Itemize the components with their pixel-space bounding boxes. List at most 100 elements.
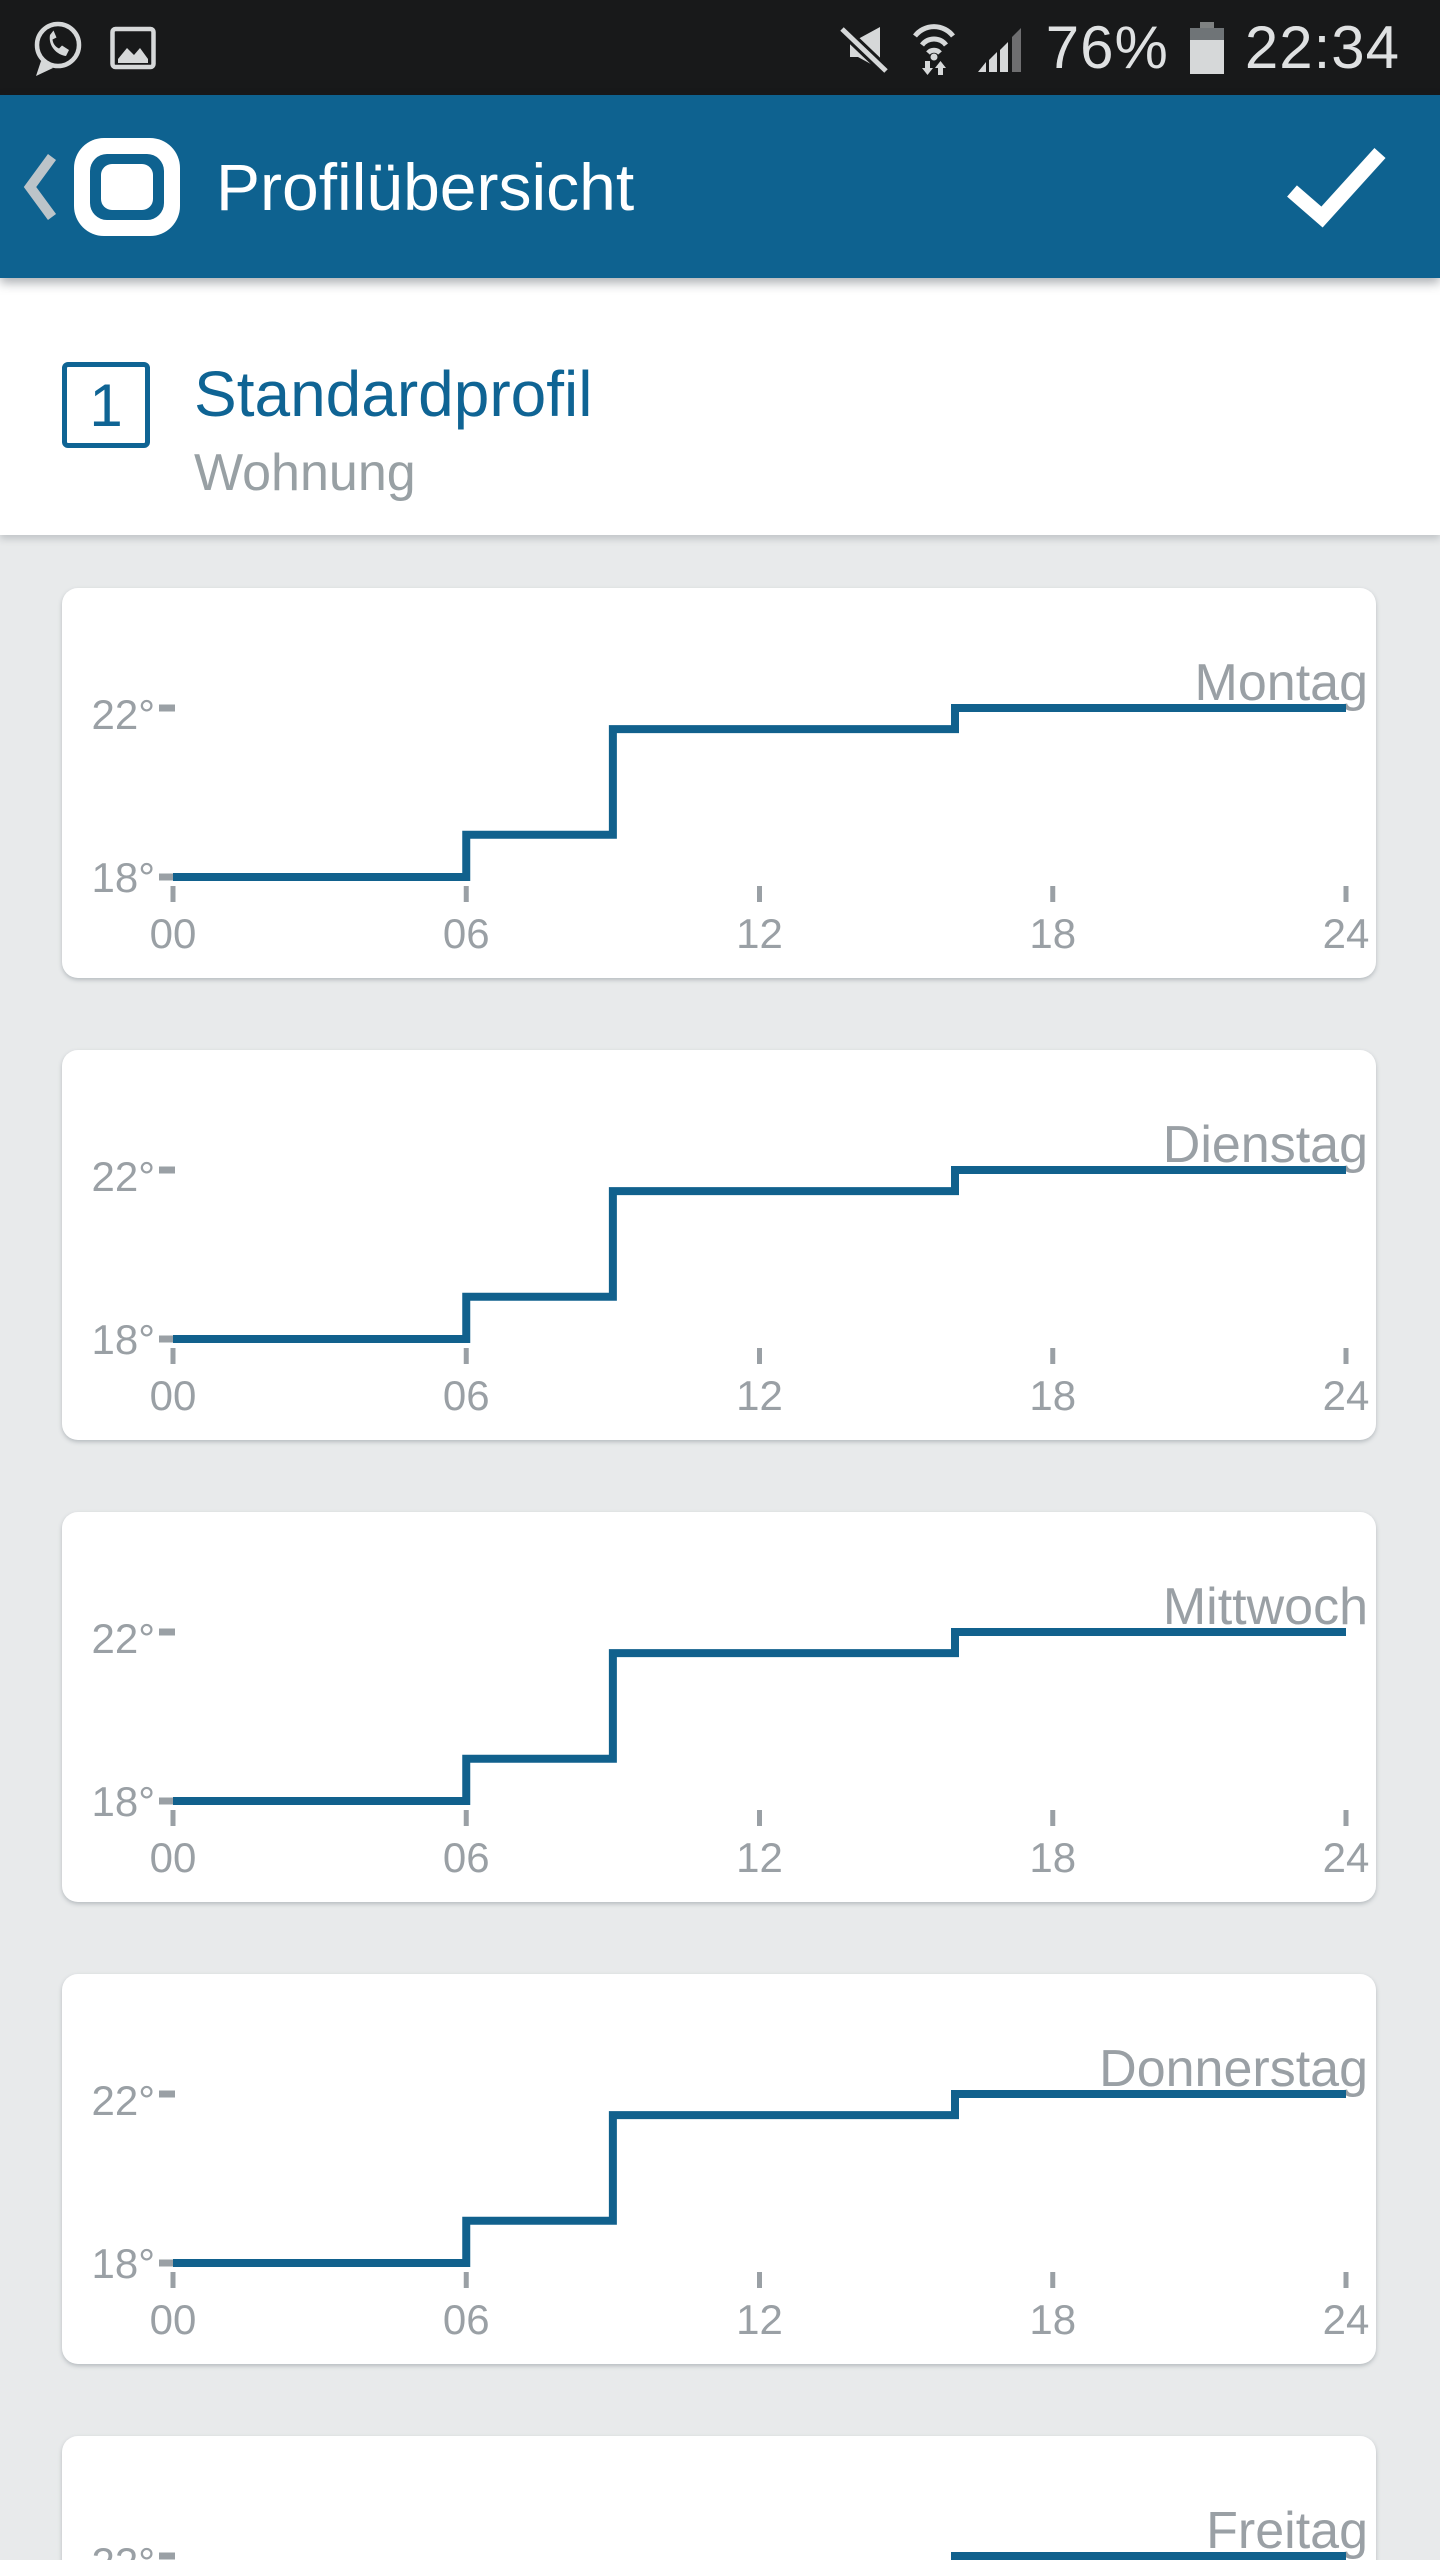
x-tick [1343, 2272, 1349, 2288]
y-tick [159, 1335, 175, 1343]
gallery-icon [110, 26, 156, 69]
mute-icon [837, 24, 890, 75]
y-axis-label: 18° [91, 1316, 155, 1363]
temperature-step-line [173, 1628, 1346, 1805]
x-axis-label: 00 [150, 1834, 197, 1881]
x-axis-label: 06 [443, 910, 490, 957]
whatsapp-icon [34, 21, 82, 76]
x-axis-label: 06 [443, 1372, 490, 1419]
x-axis-label: 00 [150, 910, 197, 957]
x-tick [170, 2272, 176, 2288]
temperature-step-line [173, 2090, 1346, 2267]
day-schedule-chart: Mittwoch 22° 18° 00 06 12 18 24 [91, 1578, 1370, 1881]
y-tick [159, 2259, 175, 2267]
profile-summary[interactable]: 1 Standardprofil Wohnung [0, 278, 1440, 535]
x-tick [1050, 2272, 1056, 2288]
day-card-montag[interactable]: Montag 22° 18° 00 06 12 18 24 [62, 588, 1376, 978]
y-tick [159, 704, 175, 712]
x-tick [757, 1810, 762, 1826]
y-axis-label: 18° [91, 1778, 155, 1825]
day-title: Montag [1195, 654, 1368, 712]
x-axis-label: 12 [736, 2296, 783, 2343]
x-axis-label: 24 [1323, 1834, 1370, 1881]
day-card-dienstag[interactable]: Dienstag 22° 18° 00 06 12 18 24 [62, 1050, 1376, 1440]
y-axis-label: 18° [91, 854, 155, 901]
page-title: Profilübersicht [216, 149, 635, 224]
x-axis-label: 00 [150, 2296, 197, 2343]
app-logo [74, 137, 180, 236]
y-tick [159, 2090, 175, 2098]
profile-number-badge: 1 [62, 362, 150, 448]
x-axis-label: 24 [1323, 910, 1370, 957]
notification-icons [30, 18, 156, 78]
profile-name: Standardprofil [194, 358, 593, 430]
x-tick [1343, 886, 1349, 902]
x-tick [170, 1348, 176, 1364]
x-axis-label: 12 [736, 1372, 783, 1419]
x-tick [1343, 1348, 1349, 1364]
x-tick [1343, 1810, 1349, 1826]
battery-icon [1189, 21, 1224, 74]
y-axis-label: 22° [91, 2077, 155, 2124]
x-axis-label: 00 [150, 1372, 197, 1419]
x-tick [757, 2272, 762, 2288]
y-axis-label: 22° [91, 1615, 155, 1662]
x-tick [463, 2272, 469, 2288]
x-axis-label: 12 [736, 1834, 783, 1881]
day-schedule-list: Montag 22° 18° 00 06 12 18 24 Dienstag 22° 18° 00 06… [0, 535, 1440, 2560]
confirm-check-button[interactable] [1284, 145, 1388, 229]
back-chevron-icon [23, 153, 57, 220]
x-axis-label: 12 [736, 910, 783, 957]
y-axis-label: 22° [91, 1153, 155, 1200]
day-title: Donnerstag [1099, 2040, 1368, 2098]
temperature-step-line [951, 2552, 1346, 2560]
y-tick [159, 1166, 175, 1174]
status-bar: 76% 22:34 [0, 0, 1440, 95]
y-tick [159, 873, 175, 881]
x-axis-label: 06 [443, 2296, 490, 2343]
day-title: Mittwoch [1163, 1578, 1368, 1636]
x-tick [1050, 886, 1056, 902]
day-schedule-chart: Dienstag 22° 18° 00 06 12 18 24 [91, 1116, 1370, 1419]
x-tick [170, 1810, 176, 1826]
x-axis-label: 06 [443, 1834, 490, 1881]
x-axis-label: 24 [1323, 1372, 1370, 1419]
x-axis-label: 18 [1029, 910, 1076, 957]
profile-location: Wohnung [194, 444, 416, 502]
app-logo-center [101, 163, 153, 210]
signal-icon [977, 27, 1021, 72]
back-button[interactable] [14, 141, 66, 233]
clock: 22:34 [1244, 14, 1400, 81]
app-header: Profilübersicht [0, 95, 1440, 278]
y-axis-label: 22° [91, 2539, 155, 2560]
temperature-step-line [173, 704, 1346, 881]
temperature-step-line [173, 1166, 1346, 1343]
y-axis-label: 18° [91, 2240, 155, 2287]
system-status-icons: 76% 22:34 [814, 13, 1400, 82]
x-axis-label: 18 [1029, 2296, 1076, 2343]
x-tick [170, 886, 176, 902]
day-schedule-chart: Donnerstag 22° 18° 00 06 12 18 24 [91, 2040, 1370, 2343]
battery-percent: 76% [1045, 14, 1169, 81]
day-title: Dienstag [1163, 1116, 1368, 1174]
x-tick [463, 886, 469, 902]
y-tick [159, 1797, 175, 1805]
x-tick [463, 1348, 469, 1364]
x-axis-label: 18 [1029, 1834, 1076, 1881]
day-schedule-chart: Montag 22° 18° 00 06 12 18 24 [91, 654, 1370, 957]
day-card-mittwoch[interactable]: Mittwoch 22° 18° 00 06 12 18 24 [62, 1512, 1376, 1902]
x-tick [757, 1348, 762, 1364]
profile-text: Standardprofil Wohnung [194, 358, 592, 502]
day-card-donnerstag[interactable]: Donnerstag 22° 18° 00 06 12 18 24 [62, 1974, 1376, 2364]
x-tick [463, 1810, 469, 1826]
x-axis-label: 24 [1323, 2296, 1370, 2343]
x-axis-label: 18 [1029, 1372, 1076, 1419]
y-tick [159, 2552, 175, 2560]
x-tick [757, 886, 762, 902]
y-tick [159, 1628, 175, 1636]
day-title: Freitag [1206, 2502, 1368, 2560]
x-tick [1050, 1810, 1056, 1826]
x-tick [1050, 1348, 1056, 1364]
